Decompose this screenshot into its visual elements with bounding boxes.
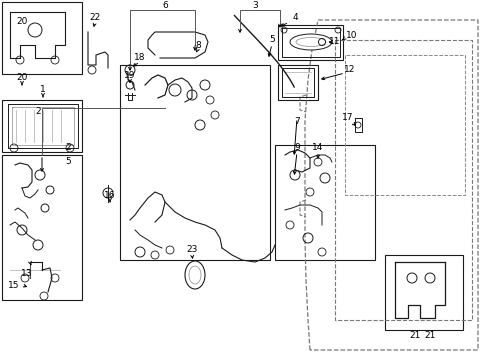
Bar — [278, 65, 317, 100]
Text: 22: 22 — [89, 13, 101, 22]
Text: 11: 11 — [328, 37, 340, 46]
Text: 20: 20 — [16, 73, 28, 82]
Bar — [120, 65, 269, 260]
Text: 20: 20 — [16, 18, 28, 27]
Text: 8: 8 — [195, 40, 201, 49]
Text: 10: 10 — [346, 31, 357, 40]
Text: 3: 3 — [252, 1, 257, 10]
Bar — [274, 145, 374, 260]
Text: 7: 7 — [293, 117, 299, 126]
Text: 1: 1 — [40, 85, 46, 94]
Ellipse shape — [295, 37, 325, 46]
Text: 18: 18 — [134, 54, 145, 63]
Text: 15: 15 — [8, 280, 20, 289]
Bar — [278, 25, 342, 60]
Bar — [384, 255, 462, 330]
Bar — [2, 2, 82, 74]
Text: 19: 19 — [124, 71, 136, 80]
Text: 23: 23 — [186, 246, 197, 255]
Text: 4: 4 — [292, 13, 297, 22]
Text: 2: 2 — [65, 144, 71, 153]
Text: 21: 21 — [408, 330, 420, 339]
Bar — [2, 155, 82, 300]
Ellipse shape — [289, 34, 331, 50]
Text: 5: 5 — [65, 158, 71, 166]
Text: 5: 5 — [268, 36, 274, 45]
Text: 2: 2 — [35, 108, 41, 117]
Text: 21: 21 — [424, 330, 435, 339]
Text: 13: 13 — [21, 269, 33, 278]
Text: 9: 9 — [293, 144, 299, 153]
Text: 17: 17 — [342, 113, 353, 122]
Text: 14: 14 — [312, 144, 323, 153]
Ellipse shape — [184, 261, 204, 289]
Text: 12: 12 — [344, 66, 355, 75]
Ellipse shape — [189, 266, 201, 284]
Text: 16: 16 — [104, 190, 116, 199]
Bar — [2, 100, 82, 152]
Text: 6: 6 — [162, 1, 167, 10]
